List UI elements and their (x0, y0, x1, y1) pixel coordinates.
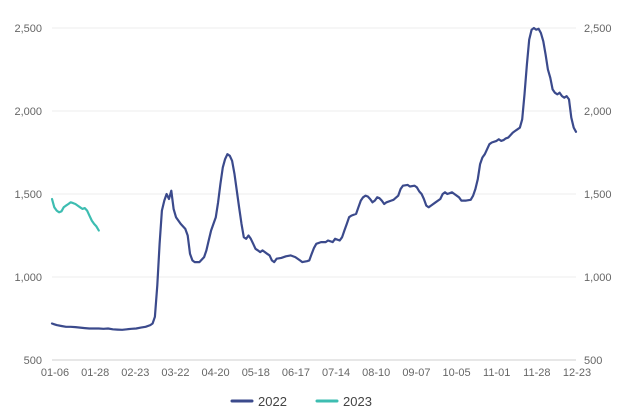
grid-layer (52, 27, 576, 361)
series-line-2022 (50, 26, 578, 331)
x-tick-label: 12-23 (563, 367, 591, 379)
y-tick-label-left: 2,500 (14, 23, 42, 35)
x-tick-label: 06-17 (282, 367, 310, 379)
legend-label: 2023 (343, 394, 372, 409)
x-tick-label: 08-10 (362, 367, 390, 379)
series-line-2023 (50, 197, 100, 232)
x-tick-label: 03-22 (161, 367, 189, 379)
y-axis-right: 500 1,000 1,500 2,000 2,500 (584, 23, 612, 367)
y-tick-label-right: 2,000 (584, 106, 612, 118)
y-tick-label-right: 1,500 (584, 189, 612, 201)
x-tick-label: 04-20 (202, 367, 230, 379)
series-layer (50, 26, 578, 331)
x-tick-label: 11-01 (483, 367, 510, 379)
legend-item-2023[interactable]: 2023 (315, 394, 372, 409)
x-tick-label: 09-07 (402, 367, 430, 379)
y-tick-label-right: 1,000 (584, 272, 612, 284)
legend-label: 2022 (258, 394, 287, 409)
x-tick-label: 02-23 (121, 367, 149, 379)
x-tick-label: 07-14 (322, 367, 350, 379)
legend-item-2022[interactable]: 2022 (230, 394, 287, 409)
y-tick-label-right: 2,500 (584, 23, 612, 35)
x-tick-label: 11-28 (523, 367, 550, 379)
x-tick-label: 01-06 (41, 367, 69, 379)
y-tick-label-left: 1,000 (14, 272, 42, 284)
x-tick-label: 05-18 (242, 367, 270, 379)
legend[interactable]: 2022 2023 (230, 394, 372, 409)
y-tick-label-left: 500 (24, 355, 42, 367)
x-tick-label: 10-05 (442, 367, 470, 379)
y-tick-label-left: 2,000 (14, 106, 42, 118)
x-axis: 01-06 01-28 02-23 03-22 04-20 05-18 06-17 07-14… (41, 367, 591, 379)
x-tick-label: 01-28 (81, 367, 109, 379)
y-tick-label-left: 1,500 (14, 189, 42, 201)
y-tick-label-right: 500 (584, 355, 602, 367)
y-axis-left: 500 1,000 1,500 2,000 2,500 (14, 23, 42, 367)
